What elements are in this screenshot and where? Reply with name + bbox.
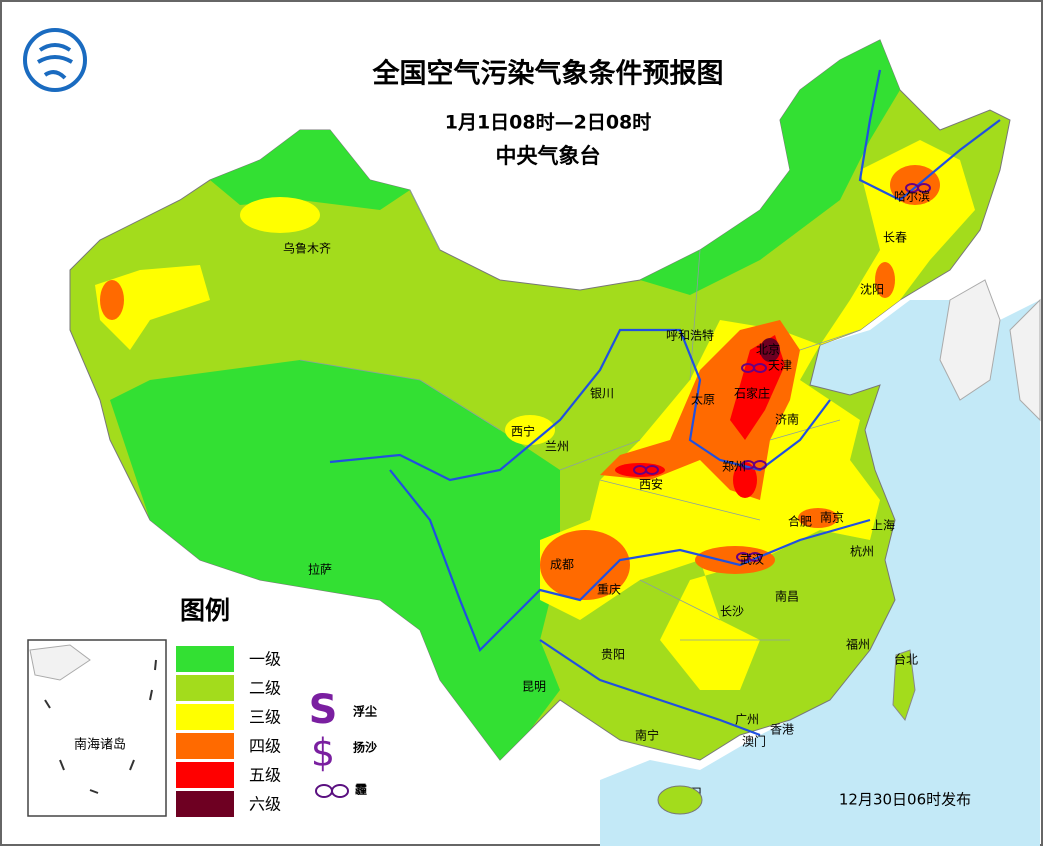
japan xyxy=(1009,298,1041,422)
city-label: 香港 xyxy=(770,723,794,737)
city-label: 兰州 xyxy=(545,440,569,454)
river-pearl xyxy=(539,639,761,737)
city-label: 重庆 xyxy=(597,583,621,597)
city-label: 西宁 xyxy=(511,424,535,439)
city-label: 拉萨 xyxy=(308,562,332,577)
zone-level3 xyxy=(240,197,320,233)
city-label: 呼和浩特 xyxy=(666,328,714,343)
zone-level4 xyxy=(798,508,838,528)
city-label: 乌鲁木齐 xyxy=(283,241,331,256)
city-label: 长春 xyxy=(883,231,907,245)
city-label: 武汉 xyxy=(740,553,764,567)
city-label: 昆明 xyxy=(522,680,546,694)
city-label: 天津 xyxy=(768,359,792,373)
issue-time: 12月30日06时发布 xyxy=(839,791,971,809)
city-label: 郑州 xyxy=(722,459,746,474)
city-label: 太原 xyxy=(691,392,715,407)
river-songhua xyxy=(858,69,1001,202)
legend-label: 一级 xyxy=(249,650,281,669)
symbol-label: 扬沙 xyxy=(353,740,377,755)
symbol-icon: S xyxy=(309,687,338,733)
haze-icon xyxy=(315,784,349,798)
city-label: 西安 xyxy=(639,477,663,492)
city-label: 银川 xyxy=(590,387,614,401)
zone-level4 xyxy=(100,280,124,320)
inset-land xyxy=(29,644,91,681)
legend-label: 六级 xyxy=(249,795,281,814)
legend-swatch xyxy=(176,675,234,701)
logo xyxy=(23,28,87,92)
legend-label: 五级 xyxy=(249,766,281,785)
city-label: 广州 xyxy=(735,713,759,727)
city-label: 南昌 xyxy=(775,589,799,604)
city-label: 南宁 xyxy=(635,728,659,743)
river-yangtze xyxy=(389,469,871,652)
legend-title: 图例 xyxy=(180,596,230,625)
legend-swatch xyxy=(176,704,234,730)
city-label: 沈阳 xyxy=(860,282,884,297)
taiwan xyxy=(892,649,916,722)
city-labels: 乌鲁木齐 哈尔滨 长春 沈阳 呼和浩特 北京 天津 石家庄 太原 济南 银川 西… xyxy=(283,189,930,800)
city-label: 北京 xyxy=(756,343,780,357)
city-label: 贵阳 xyxy=(601,648,625,662)
city-label: 哈尔滨 xyxy=(894,189,930,204)
legend-swatch xyxy=(176,762,234,788)
inset-dashes xyxy=(44,659,157,794)
korea xyxy=(939,279,1001,401)
zone-level6 xyxy=(760,338,780,362)
symbol-label: 霾 xyxy=(355,783,367,797)
province-border xyxy=(299,189,861,641)
logo-mark xyxy=(36,43,74,80)
zone-level1 xyxy=(210,130,410,210)
issuer: 中央气象台 xyxy=(496,144,601,168)
zone-level4 xyxy=(875,262,895,298)
city-label: 台北 xyxy=(894,652,918,667)
city-label: 杭州 xyxy=(850,544,874,559)
zone-level5 xyxy=(733,462,757,498)
zone-level4 xyxy=(540,530,630,600)
city-label: 福州 xyxy=(846,637,870,652)
city-label: 澳门 xyxy=(742,734,766,749)
symbol-icon: $ xyxy=(311,731,335,775)
haze-markers xyxy=(633,183,931,562)
city-label: 合肥 xyxy=(788,514,812,529)
legend-swatch xyxy=(176,791,234,817)
zone-level1 xyxy=(110,360,560,760)
sea xyxy=(600,300,1040,846)
zone-level1 xyxy=(640,40,900,295)
city-label: 长沙 xyxy=(720,605,744,619)
city-label: 石家庄 xyxy=(734,386,770,401)
zone-level3 xyxy=(505,415,555,445)
map-title: 全国空气污染气象条件预报图 xyxy=(372,58,724,90)
legend-label: 三级 xyxy=(249,708,281,727)
zone-level3 xyxy=(95,265,210,350)
symbol-label: 浮尘 xyxy=(353,704,377,719)
legend-swatch xyxy=(176,646,234,672)
city-label: 上海 xyxy=(871,518,895,533)
city-label: 济南 xyxy=(775,412,799,427)
city-label: 成都 xyxy=(550,558,574,572)
hainan xyxy=(657,785,703,815)
inset-label: 南海诸岛 xyxy=(74,737,126,753)
forecast-period: 1月1日08时—2日08时 xyxy=(445,112,652,134)
legend-swatch xyxy=(176,733,234,759)
legend-label: 二级 xyxy=(249,679,281,698)
city-label: 南京 xyxy=(820,510,844,525)
river-yellow xyxy=(329,328,831,482)
legend-label: 四级 xyxy=(249,737,281,756)
